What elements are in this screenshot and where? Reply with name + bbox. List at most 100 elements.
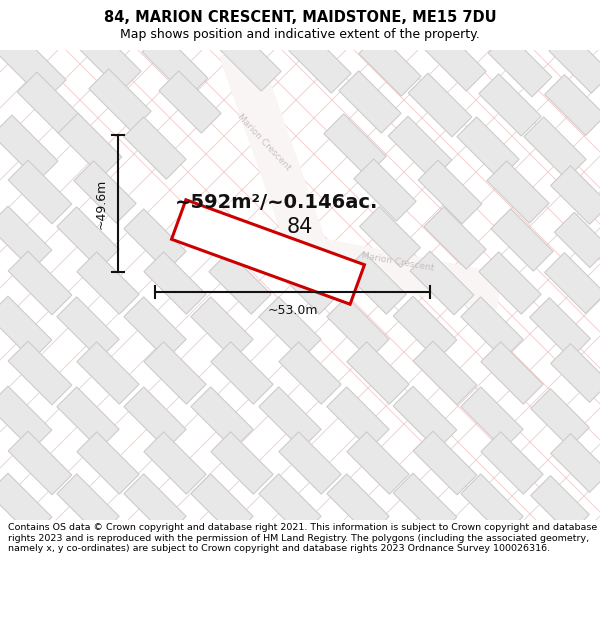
Polygon shape [77, 342, 139, 404]
Polygon shape [424, 29, 486, 91]
Polygon shape [0, 29, 66, 101]
Polygon shape [488, 33, 552, 97]
Polygon shape [554, 213, 600, 268]
Polygon shape [491, 209, 553, 271]
Polygon shape [209, 252, 271, 314]
Polygon shape [77, 432, 139, 494]
Text: Map shows position and indicative extent of the property.: Map shows position and indicative extent… [120, 28, 480, 41]
Polygon shape [259, 297, 321, 359]
Polygon shape [388, 116, 452, 180]
Polygon shape [327, 387, 389, 449]
Polygon shape [124, 209, 186, 271]
Polygon shape [289, 31, 351, 93]
Polygon shape [279, 342, 341, 404]
Polygon shape [307, 236, 503, 311]
Polygon shape [481, 432, 543, 494]
Polygon shape [530, 476, 589, 534]
Polygon shape [393, 386, 457, 450]
Polygon shape [89, 69, 151, 131]
Polygon shape [327, 474, 389, 536]
Polygon shape [418, 160, 482, 224]
Polygon shape [307, 238, 493, 308]
Polygon shape [219, 29, 281, 91]
Polygon shape [324, 114, 386, 176]
Polygon shape [124, 474, 186, 536]
Polygon shape [344, 252, 406, 314]
Polygon shape [259, 387, 321, 449]
Polygon shape [0, 206, 52, 270]
Polygon shape [424, 207, 486, 269]
Polygon shape [408, 73, 472, 137]
Polygon shape [74, 161, 136, 223]
Polygon shape [461, 297, 523, 359]
Polygon shape [551, 166, 600, 224]
Polygon shape [487, 161, 549, 223]
Polygon shape [142, 32, 208, 98]
Polygon shape [410, 251, 474, 315]
Polygon shape [479, 74, 541, 136]
Polygon shape [0, 296, 52, 360]
Polygon shape [191, 474, 253, 536]
Polygon shape [58, 113, 122, 177]
Text: ~53.0m: ~53.0m [267, 304, 318, 317]
Polygon shape [172, 200, 364, 304]
Polygon shape [359, 34, 421, 96]
Polygon shape [191, 297, 253, 359]
Polygon shape [57, 387, 119, 449]
Text: ~49.6m: ~49.6m [95, 178, 108, 229]
Polygon shape [551, 344, 600, 402]
Polygon shape [57, 297, 119, 359]
Polygon shape [211, 432, 273, 494]
Polygon shape [8, 251, 72, 315]
Polygon shape [347, 342, 409, 404]
Polygon shape [259, 474, 321, 536]
Polygon shape [339, 71, 401, 133]
Polygon shape [279, 432, 341, 494]
Polygon shape [220, 44, 328, 261]
Polygon shape [545, 253, 600, 313]
Polygon shape [17, 72, 83, 138]
Polygon shape [549, 31, 600, 93]
Polygon shape [393, 296, 457, 360]
Polygon shape [211, 342, 273, 404]
Polygon shape [8, 341, 72, 405]
Polygon shape [79, 29, 141, 91]
Polygon shape [124, 297, 186, 359]
Polygon shape [144, 432, 206, 494]
Polygon shape [124, 387, 186, 449]
Polygon shape [413, 341, 477, 405]
Polygon shape [545, 74, 600, 136]
Text: 84: 84 [287, 217, 313, 237]
Polygon shape [0, 115, 58, 181]
Polygon shape [277, 252, 339, 314]
Polygon shape [159, 71, 221, 133]
Polygon shape [124, 117, 186, 179]
Polygon shape [530, 389, 589, 448]
Polygon shape [0, 386, 52, 450]
Polygon shape [77, 252, 139, 314]
Polygon shape [393, 473, 457, 537]
Text: ~592m²/~0.146ac.: ~592m²/~0.146ac. [175, 192, 379, 211]
Polygon shape [354, 159, 416, 221]
Text: Marion Crescent: Marion Crescent [361, 251, 435, 273]
Polygon shape [327, 297, 389, 359]
Polygon shape [457, 117, 519, 179]
Polygon shape [144, 252, 206, 314]
Polygon shape [479, 252, 541, 314]
Polygon shape [219, 43, 329, 262]
Polygon shape [530, 298, 590, 358]
Polygon shape [8, 431, 72, 495]
Polygon shape [144, 342, 206, 404]
Polygon shape [347, 432, 409, 494]
Polygon shape [359, 207, 421, 268]
Text: 84, MARION CRESCENT, MAIDSTONE, ME15 7DU: 84, MARION CRESCENT, MAIDSTONE, ME15 7DU [104, 10, 496, 25]
Polygon shape [0, 473, 52, 537]
Polygon shape [57, 207, 119, 269]
Polygon shape [461, 387, 523, 449]
Polygon shape [461, 474, 523, 536]
Polygon shape [191, 387, 253, 449]
Polygon shape [551, 434, 600, 492]
Polygon shape [57, 474, 119, 536]
Polygon shape [481, 342, 543, 404]
Polygon shape [524, 117, 586, 179]
